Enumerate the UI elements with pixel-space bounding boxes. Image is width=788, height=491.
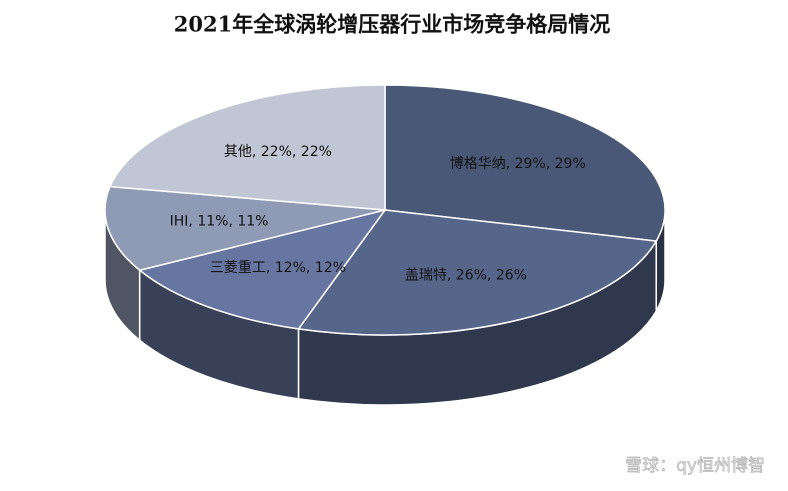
pie-slice	[137, 208, 387, 330]
data-label: IHI, 11%, 11%	[170, 214, 269, 230]
pie-slice	[108, 84, 386, 211]
data-label: 其他, 22%, 22%	[224, 144, 332, 160]
pie-slice	[297, 209, 658, 336]
data-label: 博格华纳, 29%, 29%	[450, 155, 586, 172]
pie-slice	[384, 84, 666, 242]
pie-slice	[104, 185, 386, 272]
data-label: 盖瑞特, 26%, 26%	[405, 268, 527, 284]
pie-tops	[104, 84, 666, 336]
watermark: 雪球：qy恒州博智	[625, 456, 765, 476]
chart-title: 2021年全球涡轮增压器行业市场竞争格局情况	[174, 12, 610, 37]
labels: 博格华纳, 29%, 29% 盖瑞特, 26%, 26% 三菱重工, 12%, 12…	[170, 144, 586, 284]
data-label: 三菱重工, 12%, 12%	[210, 260, 346, 276]
